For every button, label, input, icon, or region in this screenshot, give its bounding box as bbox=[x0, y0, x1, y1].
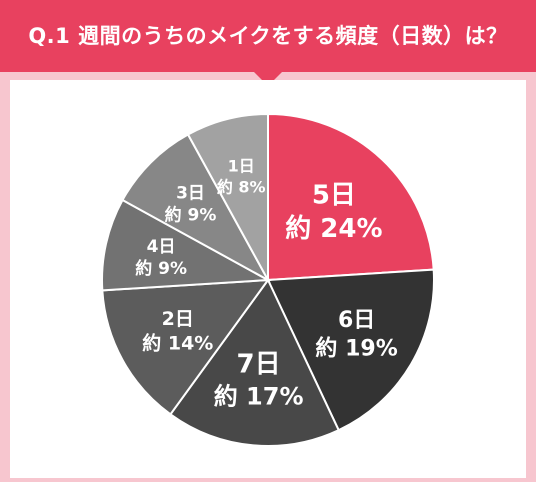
slice-value-1: 約 24% bbox=[285, 213, 382, 244]
pie-slice-4 bbox=[101, 278, 271, 416]
pie-slice-6 bbox=[121, 133, 271, 283]
slice-value-7: 約 8% bbox=[217, 177, 266, 196]
chart-panel: 5日約 24% 6日約 19% 7日約 17% 2日約 14% 4日約 9% 3日約 9%… bbox=[10, 80, 526, 478]
slice-label-5: 4日 bbox=[147, 237, 176, 257]
slice-label-2: 6日 bbox=[338, 308, 375, 333]
slice-value-2: 約 19% bbox=[315, 336, 397, 362]
pie-slice-5 bbox=[101, 198, 272, 292]
pie-slice-3 bbox=[169, 278, 341, 447]
page-title: Q.1 週間のうちのメイクをする頻度（日数）は？ bbox=[28, 24, 508, 48]
slice-label-1: 5日 bbox=[312, 180, 356, 210]
pie-slice-7 bbox=[186, 112, 269, 281]
slice-value-5: 約 9% bbox=[135, 258, 187, 279]
slice-label-4: 2日 bbox=[162, 308, 194, 330]
slice-value-3: 約 17% bbox=[214, 382, 304, 410]
slice-label-3: 7日 bbox=[237, 350, 281, 380]
header-bar: Q.1 週間のうちのメイクをする頻度（日数）は？ bbox=[0, 0, 536, 72]
pie-slice-2 bbox=[266, 268, 435, 432]
slice-value-6: 約 9% bbox=[165, 204, 217, 225]
pie-chart: 5日約 24%6日約 19%7日約 17%2日約 14%4日約 9%3日約 9%… bbox=[101, 112, 435, 447]
pie-slice-1 bbox=[267, 112, 435, 282]
slice-label-6: 3日 bbox=[176, 183, 205, 203]
slice-value-4: 約 14% bbox=[142, 332, 213, 355]
slice-label-7: 1日 bbox=[228, 157, 255, 176]
